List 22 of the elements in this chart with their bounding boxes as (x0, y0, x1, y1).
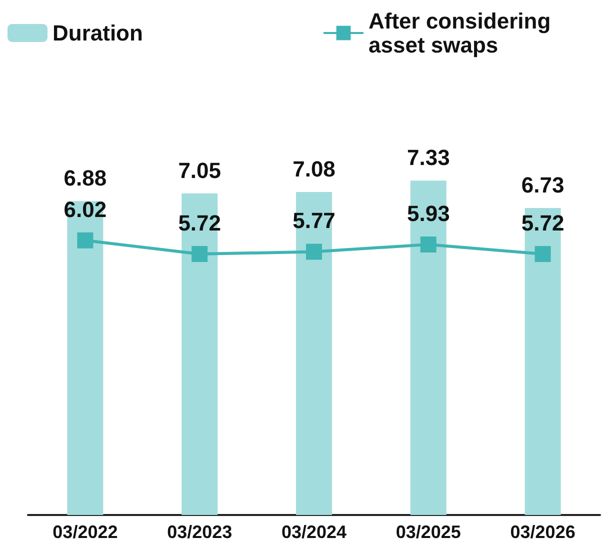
data-label: 5.93 (406, 200, 450, 226)
point (306, 244, 322, 260)
data-label: 5.72 (521, 210, 564, 236)
data-label: 6.02 (64, 196, 107, 222)
x-tick-label: 03/2022 (52, 522, 118, 542)
data-label: 7.33 (406, 145, 450, 170)
point (77, 232, 94, 248)
x-tick-label: 03/2024 (281, 522, 347, 542)
data-label: 7.05 (178, 158, 222, 183)
data-label: 5.77 (292, 208, 336, 234)
data-label: 7.08 (292, 156, 336, 182)
x-tick-label: 03/2023 (167, 522, 232, 542)
point (534, 246, 551, 262)
data-label: 6.88 (64, 166, 107, 191)
point (420, 236, 436, 252)
legend-label: After considering asset swaps (368, 8, 557, 58)
x-tick-label: 03/2025 (396, 522, 461, 542)
legend-label: Duration (52, 20, 143, 46)
x-tick-label: 03/2026 (510, 522, 576, 542)
data-label: 5.72 (178, 210, 222, 236)
point (192, 246, 208, 262)
data-label: 6.73 (521, 172, 564, 198)
